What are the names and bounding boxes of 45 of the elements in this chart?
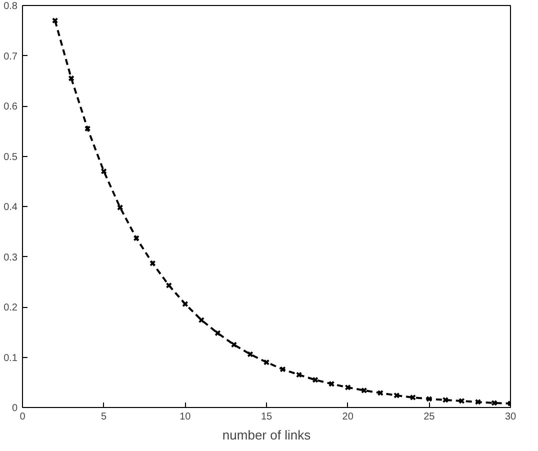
y-tick-label: 0.2 [4, 302, 18, 314]
point [84, 125, 91, 132]
x-axis-title: number of links [222, 428, 312, 442]
point [182, 300, 188, 308]
point [214, 330, 221, 336]
point [198, 316, 205, 324]
point [474, 398, 482, 406]
point [491, 400, 498, 406]
point [410, 394, 416, 401]
x-tick-label: 20 [342, 412, 354, 422]
point [116, 204, 124, 211]
point [458, 398, 465, 404]
point [263, 359, 270, 366]
x-tick-label: 30 [504, 412, 516, 422]
point [360, 387, 368, 394]
point [52, 17, 58, 24]
point [312, 376, 318, 383]
point [100, 168, 107, 174]
y-tick-label: 0.4 [4, 202, 18, 213]
x-tick-label: 15 [260, 412, 272, 422]
y-tick-label: 0.1 [4, 352, 18, 364]
y-tick-label: 0.5 [4, 152, 18, 163]
y-tick-label: 0.7 [4, 51, 18, 62]
y-tick-label: 0.3 [4, 252, 18, 264]
point [230, 342, 238, 348]
x-tick-label: 10 [180, 412, 192, 422]
point [280, 366, 286, 372]
point [166, 282, 172, 289]
point [394, 392, 400, 399]
point [150, 260, 156, 266]
point [442, 396, 449, 404]
x-tick-label: 5 [101, 412, 108, 422]
y-tick-label: 0.8 [4, 1, 18, 12]
point [296, 372, 302, 378]
point [426, 396, 432, 402]
point [377, 390, 384, 396]
point [68, 75, 74, 82]
point [328, 380, 335, 388]
y-tick-label: 0 [12, 403, 18, 414]
x-tick-label: 0 [20, 412, 26, 422]
point [247, 351, 254, 358]
y-tick-label: 0.6 [4, 102, 18, 112]
point [133, 235, 140, 242]
point [344, 384, 351, 391]
x-tick-label: 25 [424, 412, 436, 422]
